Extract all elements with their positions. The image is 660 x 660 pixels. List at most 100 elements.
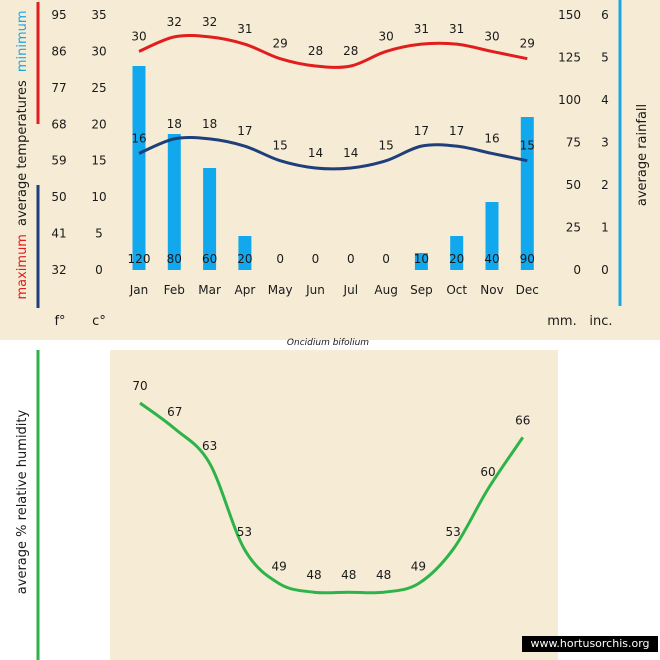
rainfall-label-may: 0	[276, 252, 284, 266]
minimum-label-jun: 14	[308, 146, 323, 160]
maximum-label-jul: 28	[343, 44, 358, 58]
celsius-tick-label: 25	[91, 81, 106, 95]
humidity-label-oct: 53	[446, 525, 461, 539]
rainfall-bar-dec	[520, 117, 534, 270]
maximum-series: 30 32 32 31 29 28 28 30 31 31 30 29	[131, 15, 535, 69]
inches-axis: 6 5 4 3 2 1 0	[601, 8, 609, 277]
humidity-label-aug: 48	[376, 568, 391, 582]
fahrenheit-axis: 95 86 77 68 59 50 41 32	[51, 8, 66, 277]
month-label-jan: Jan	[129, 283, 149, 297]
rainfall-bars: 120 80 60 20 0 0 0 0 10 20 40 90	[128, 66, 535, 270]
maximum-label-apr: 31	[237, 22, 252, 36]
rainfall-label-jun: 0	[312, 252, 320, 266]
celsius-tick-label: 30	[91, 44, 106, 58]
rainfall-bar-mar	[203, 168, 217, 270]
inches-tick-label: 3	[601, 136, 609, 150]
rainfall-bar-sep	[414, 253, 428, 270]
maximum-label: maximum	[15, 234, 30, 300]
mm-unit-label: mm.	[547, 314, 576, 329]
celsius-tick-label: 5	[95, 227, 103, 241]
minimum-label-dec: 15	[520, 139, 535, 153]
month-label-apr: Apr	[235, 283, 256, 297]
rainfall-bar-nov	[485, 202, 499, 270]
humidity-label-apr: 53	[237, 525, 252, 539]
maximum-line	[138, 33, 528, 69]
rainfall-axis-title: average rainfall	[635, 104, 650, 206]
inches-tick-label: 5	[601, 51, 609, 65]
watermark: www.hortusorchis.org	[522, 636, 658, 652]
inches-tick-label: 4	[601, 93, 609, 107]
mm-tick-label: 25	[566, 221, 581, 235]
minimum-label-sep: 17	[414, 124, 429, 138]
maximum-label-feb: 32	[167, 15, 182, 29]
inches-tick-label: 0	[601, 263, 609, 277]
month-label-mar: Mar	[198, 283, 221, 297]
minimum-label-oct: 17	[449, 124, 464, 138]
celsius-unit-label: c°	[92, 314, 106, 329]
fahrenheit-tick-label: 59	[51, 154, 66, 168]
chart-title: Oncidium bifolium	[287, 338, 369, 348]
maximum-label-mar: 32	[202, 15, 217, 29]
left-axis-title: maximum average temperatures minimum	[15, 10, 30, 299]
fahrenheit-tick-label: 68	[51, 117, 66, 131]
month-label-jul: Jul	[343, 283, 358, 297]
maximum-label-sep: 31	[414, 22, 429, 36]
month-label-sep: Sep	[410, 283, 433, 297]
rainfall-label-jan: 120	[128, 252, 151, 266]
maximum-label-nov: 30	[484, 29, 499, 43]
fahrenheit-tick-label: 86	[51, 44, 66, 58]
inches-tick-label: 6	[601, 8, 609, 22]
rainfall-label-mar: 60	[202, 252, 217, 266]
maximum-label-jun: 28	[308, 44, 323, 58]
humidity-label-mar: 63	[202, 439, 217, 453]
inches-unit-label: inc.	[589, 314, 612, 329]
humidity-label-feb: 67	[167, 405, 182, 419]
humidity-panel	[110, 350, 558, 660]
month-label-jun: Jun	[305, 283, 325, 297]
fahrenheit-unit-label: f°	[54, 314, 65, 329]
inches-tick-label: 2	[601, 178, 609, 192]
month-label-nov: Nov	[480, 283, 503, 297]
minimum-label-mar: 18	[202, 117, 217, 131]
celsius-tick-label: 15	[91, 154, 106, 168]
rainfall-label-sep: 10	[414, 252, 429, 266]
minimum-label-apr: 17	[237, 124, 252, 138]
mm-tick-label: 150	[558, 8, 581, 22]
mm-axis: 150 125 100 75 50 25 0	[558, 8, 581, 277]
minimum-label-aug: 15	[378, 139, 393, 153]
month-label-feb: Feb	[164, 283, 185, 297]
mm-tick-label: 50	[566, 178, 581, 192]
humidity-label-dec: 66	[515, 413, 530, 427]
humidity-axis-title: average % relative humidity	[15, 409, 30, 594]
humidity-label-jun: 48	[306, 568, 321, 582]
humidity-label-sep: 49	[411, 560, 426, 574]
maximum-label-may: 29	[273, 37, 288, 51]
rainfall-bar-apr	[238, 236, 252, 270]
fahrenheit-tick-label: 77	[51, 81, 66, 95]
minimum-label-jul: 14	[343, 146, 358, 160]
fahrenheit-tick-label: 95	[51, 8, 66, 22]
rainfall-label-feb: 80	[167, 252, 182, 266]
month-label-dec: Dec	[516, 283, 539, 297]
rainfall-label-apr: 20	[237, 252, 252, 266]
fahrenheit-tick-label: 41	[51, 227, 66, 241]
minimum-label: minimum	[15, 10, 30, 72]
month-label-may: May	[268, 283, 293, 297]
humidity-label-jan: 70	[132, 379, 147, 393]
month-label-oct: Oct	[446, 283, 467, 297]
minimum-line	[138, 135, 528, 171]
rainfall-label-jul: 0	[347, 252, 355, 266]
rainfall-bar-jan	[132, 66, 146, 270]
rainfall-bar-feb	[167, 134, 181, 270]
mm-tick-label: 75	[566, 136, 581, 150]
mm-tick-label: 0	[573, 263, 581, 277]
fahrenheit-tick-label: 50	[51, 190, 66, 204]
celsius-tick-label: 35	[91, 8, 106, 22]
humidity-series: 70 67 63 53 49 48 48 48 49 53 60 66	[132, 379, 530, 595]
minimum-series: 16 18 18 17 15 14 14 15 17 17 16 15	[131, 117, 535, 171]
celsius-tick-label: 10	[91, 190, 106, 204]
rainfall-label-nov: 40	[484, 252, 499, 266]
mm-tick-label: 125	[558, 51, 581, 65]
